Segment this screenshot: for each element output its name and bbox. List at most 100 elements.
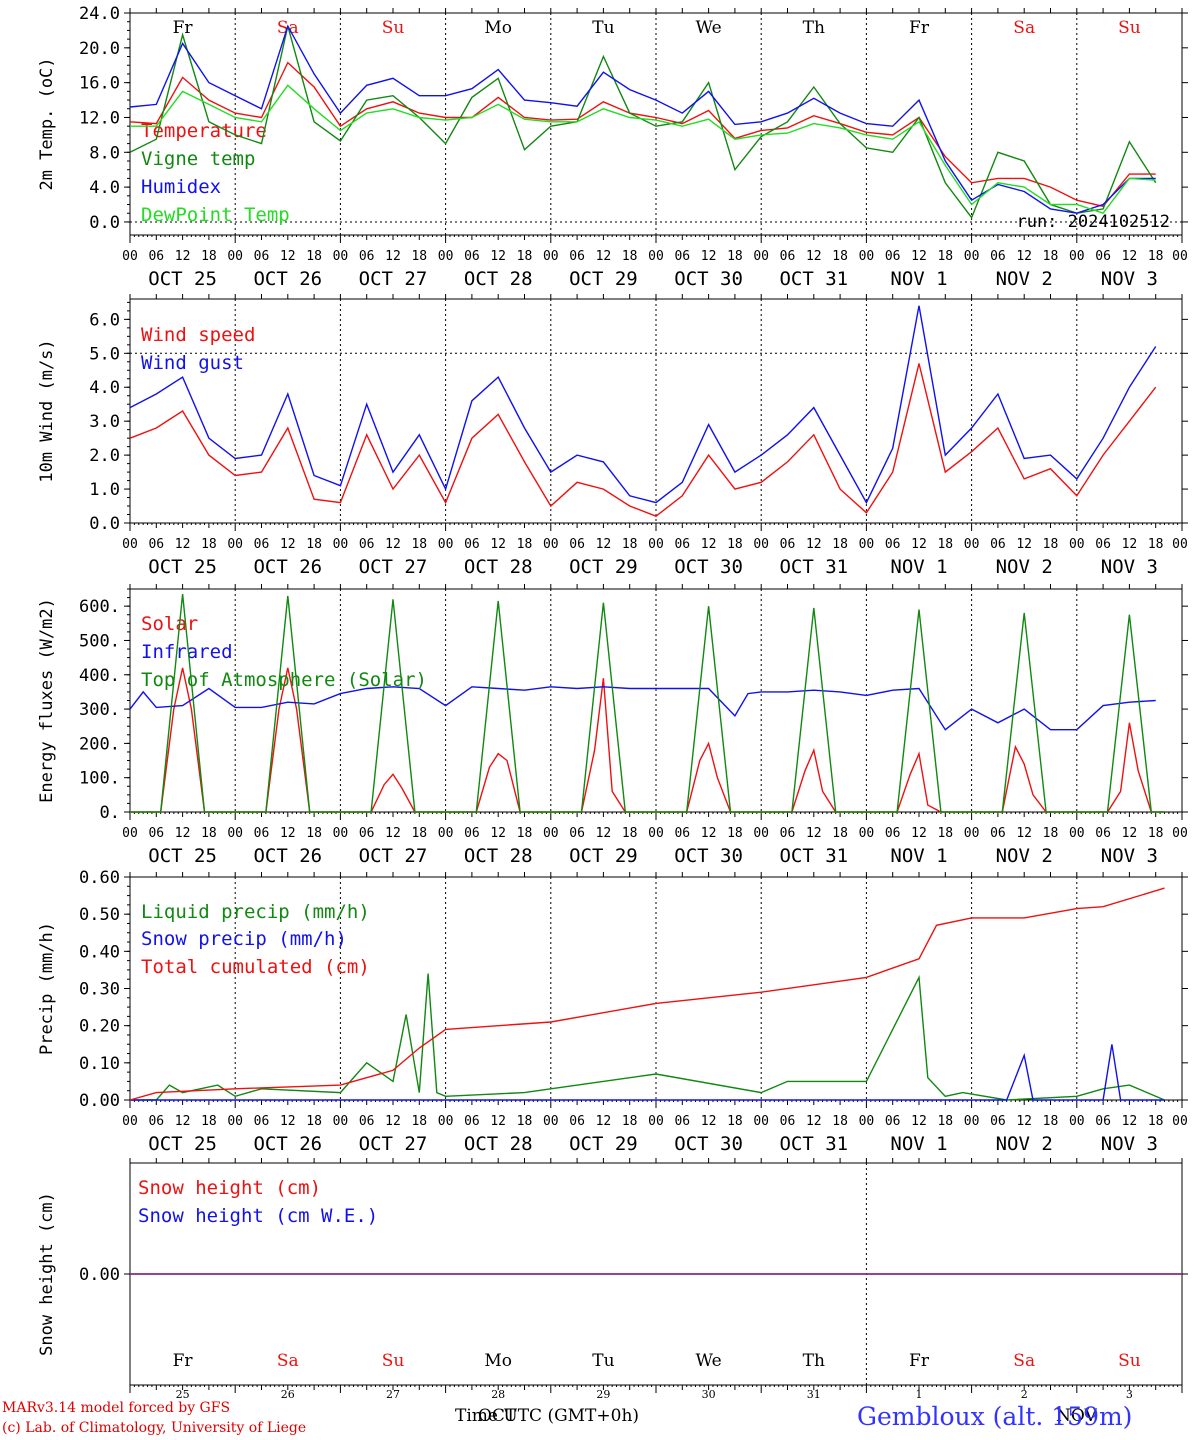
hour-label: 06 xyxy=(254,826,270,841)
day-name: Sa xyxy=(277,1351,299,1371)
hour-label: 06 xyxy=(569,826,585,841)
hour-label: 00 xyxy=(964,249,980,264)
hour-label: 18 xyxy=(727,826,743,841)
hour-label: 00 xyxy=(859,537,875,552)
x-axis-label: Time UTC (GMT+0h) xyxy=(455,1406,640,1426)
hour-label: 12 xyxy=(1016,537,1032,552)
day-name: Th xyxy=(803,18,825,38)
date-label: OCT 25 xyxy=(148,845,217,867)
y-axis-label: Energy fluxes (W/m2) xyxy=(37,598,57,803)
hour-label: 06 xyxy=(674,1114,690,1129)
legend-entry: Snow precip (mm/h) xyxy=(141,928,347,950)
hour-label: 00 xyxy=(964,826,980,841)
day-name: Su xyxy=(1118,1351,1141,1371)
hour-label: 18 xyxy=(306,826,322,841)
day-name: Mo xyxy=(484,18,512,38)
date-label: NOV 3 xyxy=(1101,268,1158,290)
hour-label: 18 xyxy=(201,249,217,264)
series-line-liquid-precip-mm-h- xyxy=(130,973,1165,1101)
y-tick-label: 300. xyxy=(79,700,120,720)
hour-label: 12 xyxy=(701,826,717,841)
hour-label: 00 xyxy=(333,1114,349,1129)
hour-label: 00 xyxy=(648,537,664,552)
hour-label: 18 xyxy=(937,1114,953,1129)
hour-label: 12 xyxy=(911,537,927,552)
month-label: OCT xyxy=(478,1406,517,1426)
hour-label: 06 xyxy=(148,1114,164,1129)
hour-label: 00 xyxy=(122,826,138,841)
date-label: NOV 2 xyxy=(996,845,1053,867)
hour-label: 18 xyxy=(1148,1114,1164,1129)
hour-label: 12 xyxy=(806,826,822,841)
y-tick-label: 100. xyxy=(79,769,120,789)
hour-label: 00 xyxy=(543,249,559,264)
hour-label: 06 xyxy=(569,1114,585,1129)
y-tick-label: 0.10 xyxy=(79,1054,120,1074)
hour-label: 00 xyxy=(438,537,454,552)
hour-label: 12 xyxy=(1016,826,1032,841)
hour-label: 12 xyxy=(1122,537,1138,552)
hour-label: 00 xyxy=(122,1114,138,1129)
series-line-infrared xyxy=(129,686,1156,731)
hour-label: 12 xyxy=(490,1114,506,1129)
hour-label: 06 xyxy=(990,826,1006,841)
hour-label: 00 xyxy=(859,249,875,264)
date-label: NOV 1 xyxy=(890,1133,947,1155)
hour-label: 00 xyxy=(227,249,243,264)
date-label: OCT 25 xyxy=(148,1133,217,1155)
hour-label: 00 xyxy=(753,826,769,841)
hour-label: 18 xyxy=(937,537,953,552)
hour-label: 18 xyxy=(727,249,743,264)
hour-label: 06 xyxy=(359,537,375,552)
hour-label: 00 xyxy=(1172,249,1188,264)
hour-label: 12 xyxy=(490,826,506,841)
hour-label: 06 xyxy=(254,1114,270,1129)
hour-label: 06 xyxy=(359,1114,375,1129)
hour-label: 18 xyxy=(517,249,533,264)
hour-label: 12 xyxy=(1016,249,1032,264)
hour-label: 18 xyxy=(1043,1114,1059,1129)
legend-entry: Snow height (cm W.E.) xyxy=(138,1205,378,1227)
day-number: 31 xyxy=(807,1388,821,1401)
hour-label: 18 xyxy=(517,537,533,552)
y-tick-label: 500. xyxy=(79,631,120,651)
y-tick-label: 5.0 xyxy=(89,344,120,364)
series-line-temperature xyxy=(129,61,1156,208)
day-name: Fr xyxy=(173,18,194,38)
hour-label: 06 xyxy=(990,1114,1006,1129)
hour-label: 18 xyxy=(411,249,427,264)
date-label: OCT 26 xyxy=(253,556,322,578)
hour-label: 06 xyxy=(885,1114,901,1129)
hour-label: 12 xyxy=(701,537,717,552)
date-label: OCT 27 xyxy=(359,845,428,867)
hour-label: 12 xyxy=(280,826,296,841)
hour-label: 12 xyxy=(806,249,822,264)
y-tick-label: 12.0 xyxy=(79,108,120,128)
y-tick-label: 400. xyxy=(79,666,120,686)
hour-label: 06 xyxy=(1095,537,1111,552)
date-label: NOV 2 xyxy=(996,1133,1053,1155)
hour-label: 18 xyxy=(727,537,743,552)
series-line-humidex xyxy=(129,24,1156,214)
hour-label: 12 xyxy=(280,249,296,264)
hour-label: 00 xyxy=(438,249,454,264)
hour-label: 06 xyxy=(780,826,796,841)
hour-label: 06 xyxy=(885,537,901,552)
legend-entry: Temperature xyxy=(141,120,267,142)
day-name: Tu xyxy=(592,1351,614,1371)
day-name: Fr xyxy=(909,18,930,38)
hour-label: 06 xyxy=(1095,1114,1111,1129)
date-label: OCT 25 xyxy=(148,268,217,290)
y-tick-label: 600. xyxy=(79,597,120,617)
y-tick-label: 1.0 xyxy=(89,480,120,500)
hour-label: 12 xyxy=(596,249,612,264)
hour-label: 12 xyxy=(1122,826,1138,841)
y-tick-label: 0.20 xyxy=(79,1017,120,1037)
hour-label: 06 xyxy=(885,826,901,841)
hour-label: 00 xyxy=(1172,537,1188,552)
day-number: 27 xyxy=(386,1388,400,1401)
y-tick-label: 3.0 xyxy=(89,412,120,432)
hour-label: 00 xyxy=(333,249,349,264)
day-name: We xyxy=(696,18,722,38)
date-label: OCT 29 xyxy=(569,268,638,290)
